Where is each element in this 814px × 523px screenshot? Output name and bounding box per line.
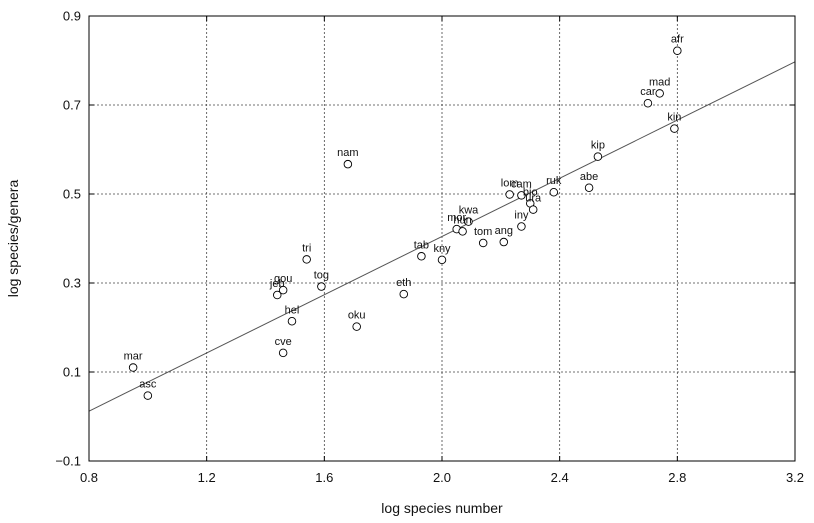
point-label: nam (337, 147, 358, 159)
point-label: hun (453, 214, 471, 226)
point-label: mor (447, 212, 466, 224)
y-tick-label: −0.1 (55, 454, 81, 469)
point-label: lom (501, 177, 519, 189)
data-point (143, 391, 153, 400)
point-label: abe (580, 171, 598, 183)
point-label: asc (139, 379, 157, 391)
point-label: iny (514, 209, 529, 221)
x-tick-label: 1.2 (198, 470, 216, 485)
axis-ticks: 0.8 1.2 1.6 2.0 2.4 2.8 3.2 −0.1 0.1 0.3 0.5 0.7 0.9 (55, 9, 804, 486)
data-point (478, 238, 488, 248)
x-tick-label: 2.0 (433, 470, 451, 485)
point-label: hel (285, 304, 300, 316)
data-point (670, 124, 679, 133)
point-label: tog (314, 270, 329, 282)
point-label: ang (495, 225, 513, 237)
data-point (517, 191, 526, 200)
data-point (458, 227, 467, 236)
point-label: tom (474, 226, 492, 238)
x-tick-label: 2.4 (551, 470, 569, 485)
y-axis-title: log species/genera (5, 180, 21, 298)
plot-frame (88, 15, 796, 462)
point-label: gou (274, 273, 292, 285)
y-tick-label: 0.1 (63, 365, 81, 380)
point-label: kny (433, 243, 451, 255)
point-label: tab (414, 239, 429, 251)
data-point (437, 255, 447, 265)
y-tick-label: 0.5 (63, 187, 81, 202)
data-point (499, 237, 509, 247)
data-point (505, 190, 514, 199)
point-label: afr (671, 34, 684, 46)
x-tick-label: 2.8 (668, 470, 686, 485)
data-point (317, 282, 326, 291)
data-point (417, 252, 426, 261)
point-label: car (640, 86, 656, 98)
point-label: bio (523, 186, 538, 198)
x-tick-label: 3.2 (786, 470, 804, 485)
point-label: mad (649, 76, 670, 88)
data-point (399, 289, 409, 299)
data-point (278, 285, 288, 295)
data-point (528, 205, 538, 214)
data-point (593, 152, 603, 161)
point-label: kip (591, 140, 605, 152)
data-point (549, 187, 559, 197)
data-point (643, 98, 653, 108)
point-label: mar (124, 351, 143, 363)
point-label: cve (275, 336, 292, 348)
data-point (655, 89, 664, 98)
data-point (302, 255, 311, 264)
data-point (287, 317, 297, 326)
data-point (464, 217, 473, 226)
point-label: jeb (269, 278, 285, 290)
point-label: tri (302, 242, 311, 254)
data-point (673, 46, 682, 55)
point-label: cam (511, 178, 532, 190)
x-tick-label: 1.6 (315, 470, 333, 485)
data-point (128, 363, 138, 372)
point-label: eth (396, 277, 411, 289)
grid (89, 16, 795, 461)
data-point (517, 222, 526, 231)
point-label: ruk (546, 175, 562, 187)
data-point (273, 290, 282, 300)
point-label: kin (667, 112, 681, 124)
data-point (278, 348, 288, 358)
point-label: ura (525, 193, 542, 205)
point-label: oku (348, 310, 366, 322)
data-point (352, 322, 361, 331)
y-tick-label: 0.7 (63, 98, 81, 113)
data-point (343, 159, 353, 169)
point-label: kwa (459, 205, 479, 217)
x-tick-label: 0.8 (80, 470, 98, 485)
y-tick-label: 0.3 (63, 276, 81, 291)
regression-line (88, 61, 796, 412)
data-point (584, 183, 594, 193)
x-axis-title: log species number (381, 500, 503, 516)
y-tick-label: 0.9 (63, 9, 81, 24)
